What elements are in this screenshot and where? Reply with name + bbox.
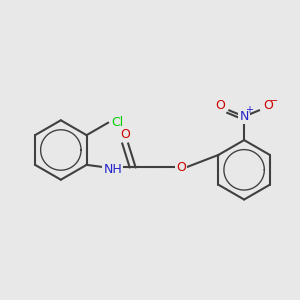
Text: O: O	[263, 99, 273, 112]
Text: O: O	[176, 161, 186, 174]
Text: +: +	[245, 105, 253, 116]
Text: N: N	[239, 110, 249, 123]
Text: NH: NH	[103, 163, 122, 176]
Text: −: −	[270, 96, 278, 106]
Text: Cl: Cl	[111, 116, 123, 129]
Text: O: O	[215, 99, 225, 112]
Text: O: O	[120, 128, 130, 141]
